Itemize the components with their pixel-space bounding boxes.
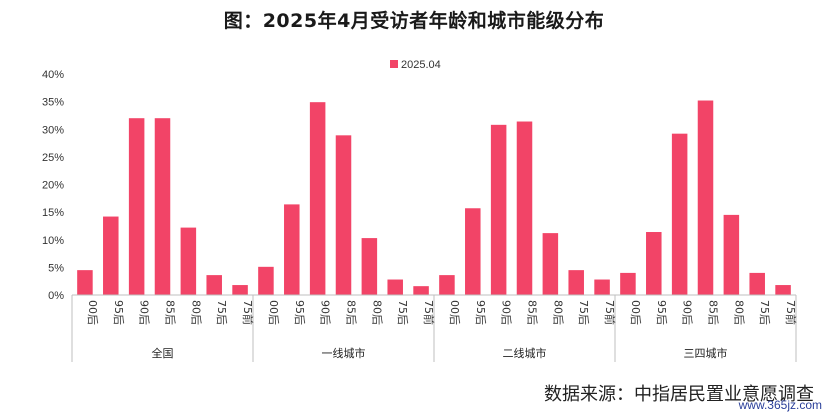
bar (103, 216, 119, 295)
x-tick-label: 75前 (603, 300, 617, 325)
y-axis: 0% 5% 10% 15% 20% 25% 30% 35% 40% (42, 69, 64, 302)
y-tick-label: 40% (42, 69, 64, 81)
group-label: 全国 (152, 346, 174, 360)
chart-title: 图：2025年4月受访者年龄和城市能级分布 (223, 10, 605, 32)
x-tick-label: 90后 (500, 300, 513, 325)
y-tick-label: 25% (42, 152, 64, 164)
bar (361, 238, 378, 295)
x-tick-label: 95后 (293, 300, 306, 325)
x-tick-label: 00后 (629, 300, 642, 325)
y-tick-label: 5% (48, 262, 64, 274)
y-tick-label: 15% (42, 207, 64, 219)
source-note: 数据来源：中指居民置业意愿调查 (544, 384, 814, 405)
x-tick-label: 85后 (345, 300, 358, 325)
y-tick-label: 10% (42, 235, 64, 247)
bar (697, 100, 714, 296)
bar (180, 227, 197, 295)
x-tick-label: 00后 (86, 300, 99, 325)
x-tick-label: 95后 (474, 300, 487, 325)
y-tick-label: 0% (48, 290, 64, 302)
bar (439, 275, 455, 295)
bar (387, 279, 403, 295)
bar (568, 270, 584, 295)
x-tick-label: 80后 (370, 300, 383, 325)
bar (258, 266, 274, 295)
group-label: 一线城市 (322, 346, 366, 360)
bar (77, 270, 93, 295)
x-tick-label: 75后 (396, 300, 409, 325)
x-tick-label: 80后 (189, 300, 202, 325)
y-tick-label: 20% (42, 180, 64, 192)
x-tick-label: 95后 (112, 300, 125, 325)
bar (154, 118, 171, 295)
bar (206, 275, 222, 295)
x-tick-label: 85后 (526, 300, 539, 325)
bar (413, 286, 429, 295)
x-tick-label: 00后 (448, 300, 461, 325)
bar (671, 133, 688, 295)
legend: 2025.04 (390, 59, 441, 71)
bar (309, 102, 326, 296)
x-tick-label: 75后 (215, 300, 228, 325)
x-tick-label: 85后 (707, 300, 720, 325)
bar (594, 279, 610, 295)
bar (465, 208, 481, 295)
bar (232, 285, 248, 295)
bar (335, 135, 352, 295)
bar (490, 124, 507, 295)
x-tick-label: 75后 (577, 300, 590, 325)
x-tick-label: 80后 (551, 300, 564, 325)
bar (749, 272, 765, 295)
x-tick-label: 85后 (164, 300, 177, 325)
bar (646, 232, 662, 295)
x-tick-label: 90后 (319, 300, 332, 325)
x-tick-label: 75前 (784, 300, 798, 325)
x-tick-label: 90后 (138, 300, 151, 325)
y-tick-label: 30% (42, 124, 64, 136)
group-label: 二线城市 (503, 346, 547, 360)
bar (516, 121, 533, 295)
bar (542, 233, 559, 295)
bar (723, 214, 740, 295)
x-tick-label: 80后 (732, 300, 745, 325)
x-tick-label: 00后 (267, 300, 280, 325)
bar (284, 204, 300, 295)
legend-label: 2025.04 (401, 59, 441, 71)
bar (775, 285, 791, 295)
bar (620, 272, 636, 295)
x-tick-label: 90后 (681, 300, 694, 325)
bars (77, 100, 791, 296)
legend-swatch (390, 60, 398, 68)
x-tick-label: 75前 (422, 300, 436, 325)
y-tick-label: 35% (42, 97, 64, 109)
bar (128, 118, 145, 295)
group-label: 三四城市 (684, 346, 728, 360)
x-tick-label: 75后 (758, 300, 771, 325)
x-tick-label: 95后 (655, 300, 668, 325)
watermark: www.365jz.com (738, 398, 822, 412)
x-tick-label: 75前 (241, 300, 255, 325)
